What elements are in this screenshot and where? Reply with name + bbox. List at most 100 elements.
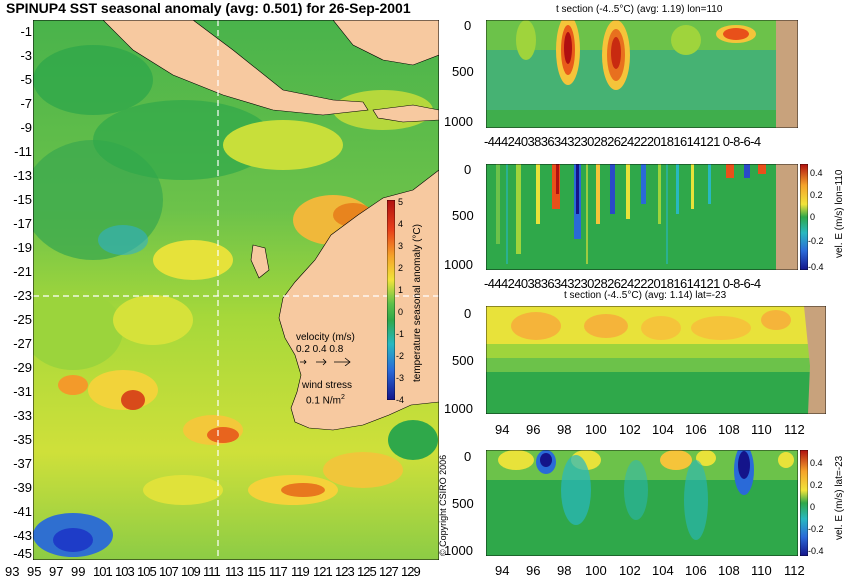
copyright-notice: © Copyright CSIRO 2006 [438, 454, 448, 556]
lat-label: -41 [13, 504, 32, 519]
lon-label: 97 [49, 564, 64, 579]
lat-label: -37 [13, 456, 32, 471]
panel2-x-ticks: -44424038363432302826242220181614121 0-8… [484, 276, 761, 291]
panel1-temp-section [486, 20, 798, 128]
wind-legend-value: 0.1 N/m2 [306, 394, 345, 407]
land-masses [102, 20, 439, 431]
cb-tick: 2 [398, 263, 404, 273]
lon-label: 105 [137, 564, 157, 579]
y-tick: 1000 [444, 114, 473, 129]
y-tick: 500 [452, 64, 474, 79]
lon-label: 93 [5, 564, 20, 579]
panel4-colorbar [800, 450, 808, 556]
cb-tick: 0.4 [810, 168, 823, 178]
x-tick: 96 [526, 422, 541, 437]
x-tick: 100 [585, 422, 607, 437]
cb-tick: 4 [398, 219, 404, 229]
cb-tick: 0 [398, 307, 404, 317]
x-tick: 110 [751, 563, 772, 578]
x-tick: 94 [495, 422, 510, 437]
lat-label: -39 [13, 480, 32, 495]
cb-tick: 0 [810, 212, 816, 222]
cb-tick: 1 [398, 285, 404, 295]
lat-label: -45 [13, 546, 32, 561]
y-tick: 500 [452, 496, 474, 511]
lat-label: -21 [13, 264, 32, 279]
x-tick: 102 [619, 422, 641, 437]
lon-label: 99 [71, 564, 86, 579]
lon-label: 103 [115, 564, 135, 579]
velocity-legend-values: 0.2 0.4 0.8 [296, 344, 344, 355]
lon-label: 113 [225, 564, 244, 579]
land-borneo [332, 20, 439, 66]
x-tick: 104 [652, 563, 674, 578]
y-tick: 0 [464, 306, 472, 321]
cb-tick: -2 [396, 351, 405, 361]
panel2-side-label: vel. E (m/s) lon=110 [834, 169, 845, 258]
velocity-legend-title: velocity (m/s) [296, 332, 355, 343]
x-tick: 98 [557, 422, 572, 437]
lat-label: -5 [20, 72, 32, 87]
lat-label: -1 [20, 24, 32, 39]
panel2-streaks [496, 164, 766, 264]
lat-label: -31 [13, 384, 32, 399]
panel3-temp-section [486, 306, 826, 414]
lon-label: 121 [313, 564, 333, 579]
x-tick: 98 [557, 563, 572, 578]
y-tick: 0 [464, 162, 472, 177]
cb-tick: -0.2 [808, 524, 824, 534]
velocity-arrows-icon [300, 357, 351, 366]
land-australia [278, 169, 439, 431]
panel1-title: t section (-4..5°C) (avg: 1.19) lon=110 [556, 4, 723, 15]
y-tick: 0 [464, 18, 472, 33]
lon-label: 127 [379, 564, 399, 579]
lat-label: -33 [13, 408, 32, 423]
lon-label: 119 [291, 564, 310, 579]
lon-label: 129 [401, 564, 421, 579]
lat-label: -7 [20, 96, 32, 111]
cb-tick: -1 [396, 329, 405, 339]
lat-label: -3 [20, 48, 32, 63]
land-lesser-sunda [372, 104, 439, 123]
lon-label: 109 [181, 564, 201, 579]
lat-label: -35 [13, 432, 32, 447]
y-tick: 1000 [444, 401, 473, 416]
x-tick: 104 [652, 422, 674, 437]
x-tick: 110 [751, 422, 772, 437]
x-tick: 96 [526, 563, 541, 578]
lon-label: 125 [357, 564, 377, 579]
lat-label: -23 [13, 288, 32, 303]
y-tick: 1000 [444, 257, 473, 272]
cb-tick: -3 [396, 373, 405, 383]
cb-tick: 5 [398, 197, 404, 207]
x-tick: 108 [718, 563, 740, 578]
x-tick: 112 [784, 563, 805, 578]
x-tick: 106 [685, 422, 707, 437]
x-tick: 100 [585, 563, 607, 578]
cb-tick: 3 [398, 241, 404, 251]
cb-tick: -4 [396, 395, 405, 405]
wind-legend-title: wind stress [302, 380, 353, 391]
y-tick: 500 [452, 208, 474, 223]
lat-label: -43 [13, 528, 32, 543]
lat-label: -13 [13, 168, 32, 183]
map-colorbar [387, 200, 395, 400]
lon-label: 111 [203, 564, 221, 579]
lat-label: -11 [14, 144, 32, 159]
cb-tick: 0 [810, 502, 816, 512]
cb-tick: -0.4 [808, 262, 824, 272]
panel4-velocity-section [486, 450, 798, 556]
map-colorbar-label: temperature seasonal anomaly (°C) [412, 224, 423, 382]
lon-label: 107 [159, 564, 179, 579]
x-tick: 112 [784, 422, 805, 437]
map-title: SPINUP4 SST seasonal anomaly (avg: 0.501… [6, 0, 411, 16]
x-tick: 108 [718, 422, 740, 437]
cb-tick: 0.2 [810, 190, 823, 200]
lat-label: -27 [13, 336, 32, 351]
y-tick: 500 [452, 353, 474, 368]
panel2-velocity-section [486, 164, 798, 270]
panel1-x-ticks: -44424038363432302826242220181614121 0-8… [484, 134, 761, 149]
lon-label: 117 [269, 564, 288, 579]
lat-label: -15 [13, 192, 32, 207]
x-tick: 102 [619, 563, 641, 578]
